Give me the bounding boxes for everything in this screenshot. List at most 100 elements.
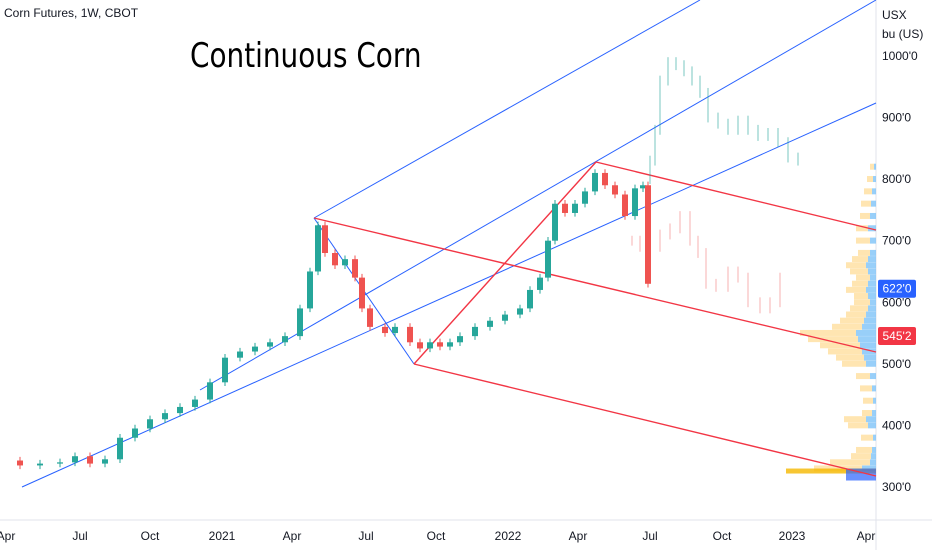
candle-body — [640, 185, 646, 189]
x-tick-label: Oct — [713, 529, 732, 543]
candle-body — [592, 172, 598, 192]
volume-profile-bar — [867, 176, 873, 183]
volume-profile-bar — [864, 188, 872, 195]
candle-body — [447, 342, 453, 347]
x-tick-label: 2023 — [779, 529, 806, 543]
volume-profile-bar — [870, 163, 874, 170]
volume-profile-bar — [832, 323, 862, 330]
volume-profile-bar — [820, 342, 860, 349]
volume-profile-bar — [868, 305, 876, 312]
x-tick-label: 2021 — [209, 529, 236, 543]
candle-body — [332, 252, 338, 266]
candle-body — [352, 259, 358, 278]
volume-profile-bar — [870, 212, 876, 219]
volume-profile-bar — [860, 212, 870, 219]
y-tick-label: 700'0 — [882, 234, 911, 248]
candle-body — [207, 382, 213, 400]
axis-unit: bu (US) — [882, 27, 924, 41]
price-badge — [878, 279, 916, 298]
volume-profile-bar — [866, 286, 876, 293]
volume-profile-bar — [860, 342, 876, 349]
candle-body — [87, 456, 93, 464]
chart-title: Continuous Corn — [190, 36, 422, 76]
candle-body — [192, 399, 198, 407]
volume-profile-bar — [828, 348, 862, 355]
volume-profile-bar — [872, 188, 876, 195]
candle-body — [437, 342, 443, 347]
x-tick-label: Apr — [0, 529, 15, 543]
volume-profile-bar — [866, 311, 876, 318]
volume-profile-bar — [856, 446, 872, 453]
volume-profile-bar — [866, 360, 876, 367]
volume-profile-bar — [868, 225, 876, 232]
price-badge-label: 622'0 — [883, 282, 912, 296]
candle-body — [457, 336, 463, 343]
candle-body — [315, 225, 321, 272]
red-fork-lower — [413, 363, 877, 477]
candle-body — [612, 185, 618, 195]
volume-profile-bar — [856, 237, 870, 244]
volume-profile-bar — [842, 360, 866, 367]
candle-body — [427, 342, 433, 349]
candle-body — [57, 462, 63, 464]
candle-body — [632, 188, 638, 217]
candle-body — [177, 406, 183, 414]
candle-body — [307, 271, 313, 309]
volume-profile-bar — [846, 311, 866, 318]
x-tick-label: Apr — [857, 529, 876, 543]
volume-profile-bar — [854, 293, 868, 300]
volume-profile-bar — [870, 299, 876, 306]
volume-profile-bar — [870, 249, 876, 256]
x-tick-label: Jul — [72, 529, 87, 543]
volume-profile-bar — [873, 397, 876, 404]
volume-profile-bar — [836, 354, 864, 361]
candle-body — [572, 203, 578, 213]
x-tick-label: Jul — [642, 529, 657, 543]
x-tick-label: Oct — [427, 529, 446, 543]
volume-profile-bar — [854, 299, 870, 306]
volume-profile-bar — [861, 200, 871, 207]
volume-profile-bar — [800, 329, 856, 336]
price-badge — [878, 326, 916, 345]
volume-profile-bar — [858, 336, 876, 343]
axis-currency: USX — [882, 8, 907, 22]
volume-profile-bar — [852, 256, 868, 263]
candle-body — [407, 326, 413, 343]
volume-profile-bar — [864, 354, 876, 361]
volume-profile-bar — [872, 410, 876, 417]
volume-profile-bar — [840, 317, 864, 324]
volume-profile-bar — [856, 373, 870, 380]
volume-profile-bar — [856, 329, 876, 336]
volume-profile-bar — [861, 434, 873, 441]
candle-body — [132, 428, 138, 438]
volume-profile-bar — [870, 274, 876, 281]
volume-profile-bar — [846, 262, 866, 269]
candle-body — [382, 326, 388, 334]
candle-body — [17, 460, 23, 466]
volume-profile-bar — [860, 385, 872, 392]
red-fork-upper — [313, 217, 877, 353]
volume-profile-bar — [856, 225, 868, 232]
candle-body — [147, 419, 153, 429]
candle-body — [37, 463, 43, 466]
y-tick-label: 600'0 — [882, 295, 911, 309]
red-fork-handle — [413, 161, 597, 365]
candle-body — [527, 289, 533, 309]
y-tick-label: 900'0 — [882, 111, 911, 125]
y-tick-label: 400'0 — [882, 418, 911, 432]
candle-body — [267, 342, 273, 347]
volume-profile-bar — [872, 385, 876, 392]
volume-profile-bar — [866, 416, 876, 423]
volume-profile-bar — [868, 256, 876, 263]
volume-profile-bar — [846, 286, 866, 293]
candle-body — [342, 259, 348, 266]
volume-profile-bar — [871, 453, 876, 460]
red-fork-median — [595, 161, 877, 231]
volume-profile-bar — [862, 323, 876, 330]
candle-body — [562, 203, 568, 213]
volume-profile-bar — [862, 410, 872, 417]
candle-body — [602, 172, 608, 186]
volume-profile-bar — [873, 176, 876, 183]
candle-body — [102, 459, 108, 464]
